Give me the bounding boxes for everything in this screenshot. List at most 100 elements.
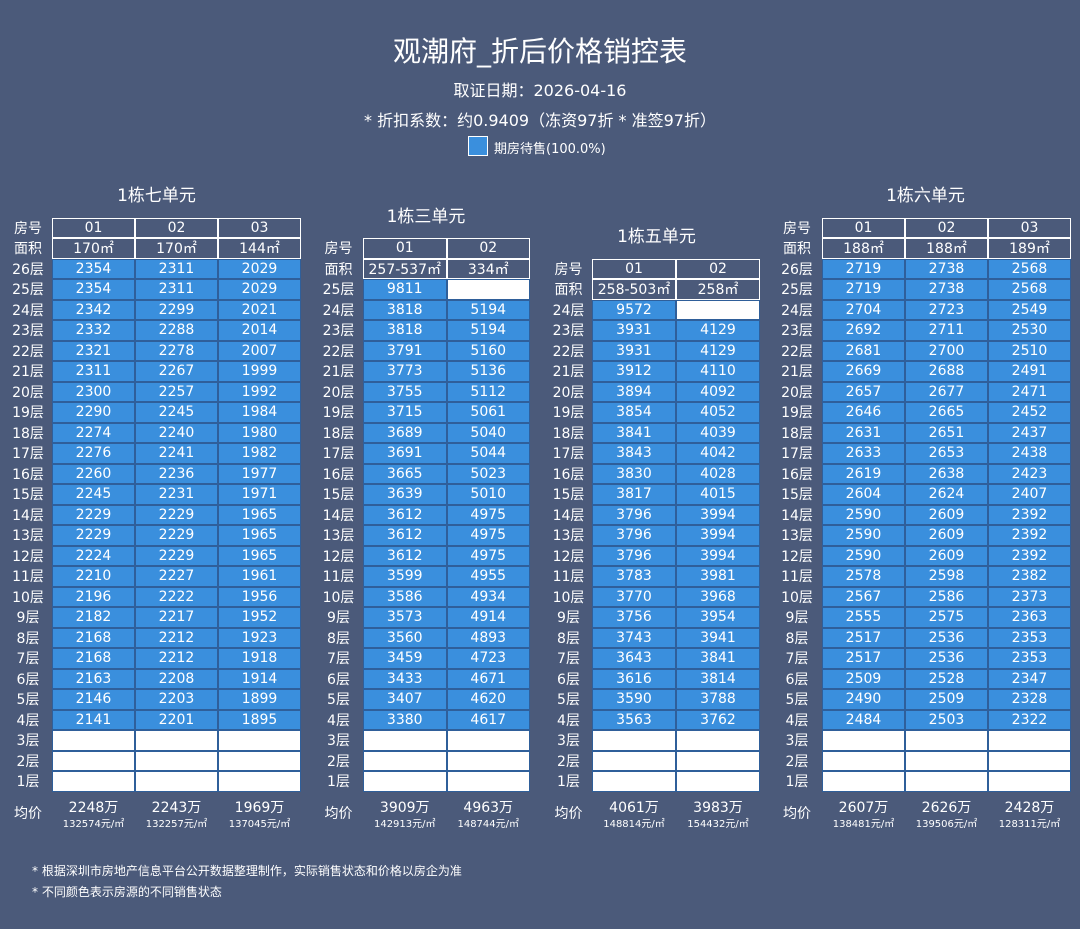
row-label: 面积 <box>554 282 583 299</box>
price-cell: 3612 <box>363 545 447 566</box>
avg-unit: 138481元/㎡ <box>832 818 895 830</box>
price-cell: 2021 <box>218 299 301 320</box>
avg-unit: 148744元/㎡ <box>457 818 520 830</box>
floor-label: 20层 <box>12 384 44 401</box>
price-cell: 4110 <box>676 361 760 382</box>
price-cell: 2182 <box>52 607 135 628</box>
price-cell: 2575 <box>905 607 988 628</box>
price-cell: 5194 <box>446 299 530 320</box>
area: 170㎡ <box>135 238 218 259</box>
price-cell: 2168 <box>52 648 135 669</box>
price-cell: 3894 <box>592 381 676 402</box>
floor-label: 22层 <box>12 343 44 360</box>
price-cell: 3796 <box>592 504 676 525</box>
price-cell <box>218 771 301 792</box>
price-cell: 2490 <box>822 689 905 710</box>
room-number: 01 <box>822 217 905 238</box>
price-cell <box>446 279 530 300</box>
room-number: 02 <box>135 217 218 238</box>
floor-label: 19层 <box>322 405 355 422</box>
floor-label: 11层 <box>322 569 355 586</box>
price-cell: 2651 <box>905 422 988 443</box>
price-cell: 4671 <box>446 668 530 689</box>
price-cell: 2700 <box>905 340 988 361</box>
price-cell <box>592 750 676 771</box>
floor-label: 26层 <box>781 261 813 278</box>
floor-label: 21层 <box>552 364 585 381</box>
floor-label: 9层 <box>785 610 809 627</box>
avg-unit: 142913元/㎡ <box>373 818 436 830</box>
price-cell: 5061 <box>446 402 530 423</box>
price-cell: 2241 <box>135 443 218 464</box>
price-cell: 1899 <box>218 689 301 710</box>
legend-swatch <box>468 136 488 156</box>
floor-label: 24层 <box>12 302 44 319</box>
avg-unit: 154432元/㎡ <box>687 818 749 830</box>
price-cell <box>822 730 905 751</box>
price-cell: 2530 <box>988 320 1071 341</box>
floor-label: 19层 <box>12 405 44 422</box>
price-cell: 3854 <box>592 402 676 423</box>
price-cell: 4092 <box>676 381 760 402</box>
floor-label: 3层 <box>557 733 580 750</box>
block-title: 1栋六单元 <box>886 186 965 206</box>
floor-label: 2层 <box>557 753 580 770</box>
price-cell: 3841 <box>676 648 760 669</box>
price-cell <box>905 750 988 771</box>
price-cell: 2407 <box>988 484 1071 505</box>
price-cell: 3818 <box>363 299 447 320</box>
price-cell: 5010 <box>446 484 530 505</box>
floor-label: 22层 <box>781 343 813 360</box>
price-cell <box>988 750 1071 771</box>
price-cell: 4723 <box>446 648 530 669</box>
price-cell: 2342 <box>52 299 135 320</box>
price-cell: 2555 <box>822 607 905 628</box>
price-cell: 3941 <box>676 627 760 648</box>
price-cell: 2229 <box>52 504 135 525</box>
floor-label: 13层 <box>781 528 813 545</box>
price-cell <box>135 771 218 792</box>
price-cell: 3612 <box>363 504 447 525</box>
price-cell <box>363 771 447 792</box>
floor-label: 13层 <box>322 528 355 545</box>
floor-label: 20层 <box>781 384 813 401</box>
price-cell <box>592 730 676 751</box>
price-cell: 2536 <box>905 627 988 648</box>
floor-label: 16层 <box>12 466 44 483</box>
price-cell <box>676 750 760 771</box>
price-cell: 1961 <box>218 566 301 587</box>
price-cell: 2322 <box>988 709 1071 730</box>
price-cell: 2210 <box>52 566 135 587</box>
floor-label: 23层 <box>781 323 813 340</box>
price-cell: 2353 <box>988 648 1071 669</box>
block-title: 1栋五单元 <box>617 227 696 247</box>
floor-label: 10层 <box>12 589 44 606</box>
row-label: 面积 <box>14 241 42 258</box>
price-cell: 1918 <box>218 648 301 669</box>
price-cell: 2231 <box>135 484 218 505</box>
price-cell: 2509 <box>905 689 988 710</box>
floor-label: 5层 <box>327 692 350 709</box>
price-cell: 2604 <box>822 484 905 505</box>
price-cell <box>446 730 530 751</box>
floor-label: 24层 <box>322 302 355 319</box>
price-cell: 4039 <box>676 422 760 443</box>
row-label: 房号 <box>554 261 583 278</box>
price-cell: 3560 <box>363 627 447 648</box>
price-cell: 4620 <box>446 689 530 710</box>
price-cell: 3665 <box>363 463 447 484</box>
price-cell: 2609 <box>905 545 988 566</box>
price-cell: 1956 <box>218 586 301 607</box>
price-cell: 1971 <box>218 484 301 505</box>
floor-label: 24层 <box>781 302 813 319</box>
avg-total: 2243万 <box>151 800 202 816</box>
floor-label: 11层 <box>781 569 813 586</box>
price-cell: 2311 <box>52 361 135 382</box>
price-cell: 4934 <box>446 586 530 607</box>
price-cell: 4975 <box>446 525 530 546</box>
price-cell: 2657 <box>822 381 905 402</box>
floor-label: 8层 <box>557 630 580 647</box>
price-cell: 2646 <box>822 402 905 423</box>
price-cell: 2328 <box>988 689 1071 710</box>
avg-total: 3983万 <box>693 800 743 816</box>
